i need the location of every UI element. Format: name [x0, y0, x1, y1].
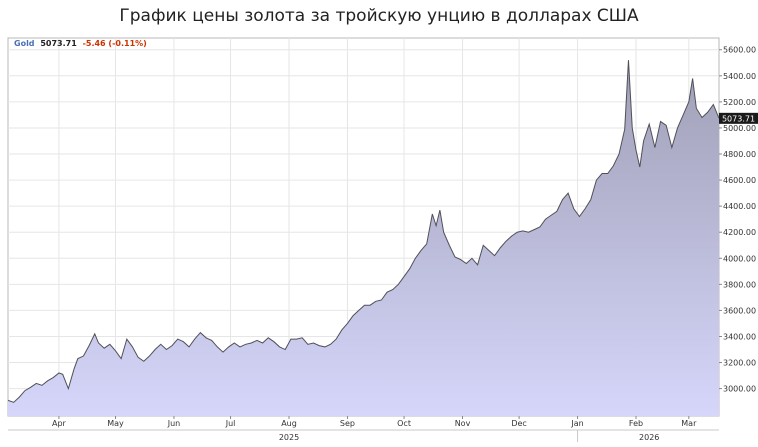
- x-tick-label: Sep: [340, 419, 355, 428]
- y-axis: 3000.00 3200.00 3400.00 3600.00 3800.00 4000.…: [719, 46, 756, 394]
- gold-price-chart: 3000.00 3200.00 3400.00 3600.00 3800.00 4000.…: [7, 37, 758, 442]
- x-tick-label: Jun: [167, 419, 181, 428]
- price-area: [8, 60, 719, 416]
- legend-change: -5.46: [83, 39, 106, 48]
- x-tick-label: Feb: [629, 419, 643, 428]
- y-tick-label: 3200.00: [723, 359, 756, 368]
- x-tick-label: Jan: [570, 419, 583, 428]
- x-tick-label: Dec: [511, 419, 526, 428]
- y-tick-label: 3600.00: [723, 306, 756, 315]
- legend-last-value: 5073.71: [40, 39, 77, 48]
- page-title: График цены золота за тройскую унцию в д…: [119, 6, 639, 26]
- x-tick-label: Aug: [281, 419, 297, 428]
- y-tick-label: 5000.00: [723, 124, 756, 133]
- x-tick-label: Mar: [681, 419, 697, 428]
- y-tick-label: 3000.00: [723, 385, 756, 394]
- x-tick-label: Nov: [455, 419, 471, 428]
- x-axis: Apr May Jun Jul Aug Sep Oct Nov Dec Jan Feb Mar 2025…: [8, 416, 719, 442]
- y-tick-label: 5400.00: [723, 72, 756, 81]
- y-tick-label: 3400.00: [723, 332, 756, 341]
- last-value-label: 5073.71: [719, 112, 758, 124]
- y-tick-label: 4600.00: [723, 176, 756, 185]
- y-tick-label: 4000.00: [723, 254, 756, 263]
- y-tick-label: 4800.00: [723, 150, 756, 159]
- x-tick-label: Apr: [52, 419, 67, 428]
- x-tick-label: May: [107, 419, 124, 428]
- y-tick-label: 4400.00: [723, 202, 756, 211]
- x-tick-label: Oct: [397, 419, 411, 428]
- price-line: [7, 60, 720, 403]
- x-tick-label: Jul: [225, 419, 236, 428]
- legend-series-name: Gold: [14, 39, 35, 48]
- legend: Gold 5073.71 -5.46 (-0.11%): [14, 39, 147, 48]
- y-tick-label: 4200.00: [723, 228, 756, 237]
- legend-change-percent: (-0.11%): [108, 39, 146, 48]
- year-label: 2026: [639, 433, 659, 442]
- y-tick-label: 3800.00: [723, 280, 756, 289]
- y-tick-label: 5600.00: [723, 46, 756, 55]
- y-tick-label: 5200.00: [723, 98, 756, 107]
- last-value-text: 5073.71: [722, 114, 755, 123]
- year-label: 2025: [279, 433, 299, 442]
